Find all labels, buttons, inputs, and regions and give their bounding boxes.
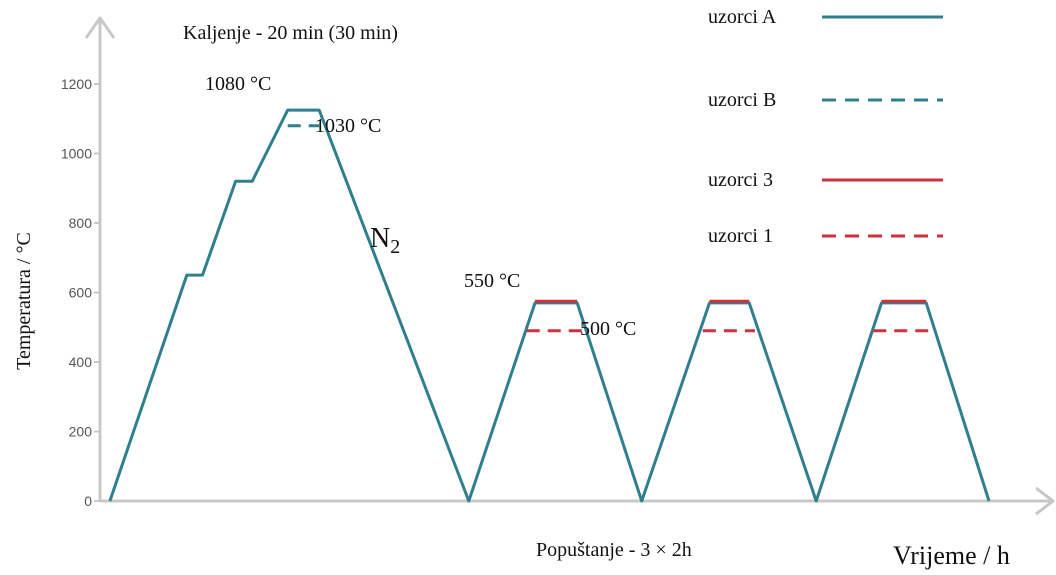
x-axis-arrow: [1035, 486, 1055, 516]
label-1030c: 1030 °C: [315, 115, 381, 137]
label-500c: 500 °C: [580, 318, 636, 340]
tempering-label: Popuštanje - 3 × 2h: [536, 539, 692, 561]
series-layer: [108, 108, 991, 503]
y-tick-label: 1000: [61, 146, 92, 162]
y-axis-arrow: [84, 16, 116, 39]
n2-subscript: 2: [390, 236, 400, 258]
label-n2: N2: [370, 223, 400, 258]
legend-label-1: uzorci A: [708, 6, 777, 28]
hardening-label: Kaljenje - 20 min (30 min): [183, 22, 398, 44]
legend-label-2: uzorci B: [708, 89, 776, 111]
y-tick-label: 200: [69, 424, 93, 440]
y-tick-label: 800: [69, 215, 93, 231]
y-tick-label: 400: [69, 354, 93, 370]
n2-main: N: [370, 223, 390, 254]
y-tick-label: 600: [69, 285, 93, 301]
legend-label-4: uzorci 1: [708, 225, 773, 247]
y-axis-label: Temperatura / °C: [13, 232, 35, 370]
label-1080c: 1080 °C: [205, 73, 271, 95]
label-550c: 550 °C: [464, 270, 520, 292]
y-tick-label: 0: [84, 493, 92, 509]
series-uzorci-a-line: [108, 108, 991, 503]
x-axis-label: Vrijeme / h: [893, 541, 1010, 570]
legend: uzorci A uzorci B uzorci 3 uzorci 1: [708, 6, 943, 247]
y-tick-label: 1200: [61, 76, 92, 92]
legend-label-3: uzorci 3: [708, 169, 773, 191]
axes: 0 200 400 600 800 1000 1200: [61, 16, 1055, 516]
